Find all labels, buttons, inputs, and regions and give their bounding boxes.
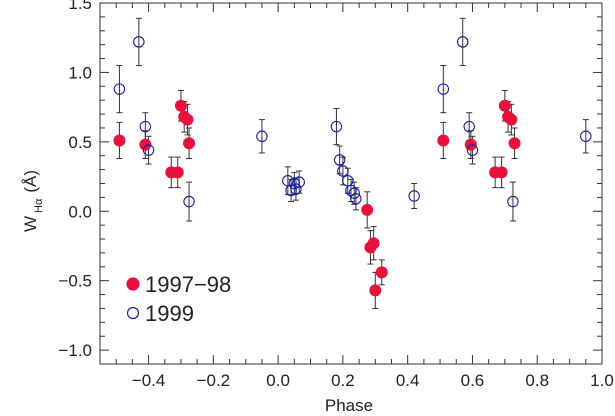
y-axis-title-subscript: Hα bbox=[33, 198, 45, 213]
data-point-1999 bbox=[133, 36, 145, 48]
legend-marker bbox=[126, 306, 140, 320]
data-point-1999 bbox=[408, 190, 420, 202]
data-point-1999 bbox=[256, 130, 268, 143]
svg-text:WHα(Å): W Hα (Å) bbox=[21, 170, 45, 232]
data-point-1999 bbox=[456, 36, 469, 48]
legend-label: 1997−98 bbox=[145, 272, 231, 297]
legend: 1997−98 1999 bbox=[126, 272, 231, 326]
y-tick-label: 0.5 bbox=[68, 133, 92, 152]
data-point-1999 bbox=[437, 83, 450, 95]
data-point-1997-98 bbox=[375, 266, 388, 279]
data-point-1997-98 bbox=[495, 166, 508, 179]
markers bbox=[113, 36, 592, 297]
data-point-1997-98 bbox=[174, 99, 187, 112]
error-bars bbox=[116, 17, 589, 309]
data-point-1997-98 bbox=[508, 137, 521, 150]
data-point-1999 bbox=[113, 83, 126, 95]
data-point-1997-98 bbox=[183, 137, 196, 150]
data-point-1997-98 bbox=[139, 138, 152, 151]
data-point-1997-98 bbox=[361, 203, 374, 216]
data-point-1997-98 bbox=[367, 237, 380, 250]
data-point-1999 bbox=[350, 193, 362, 205]
x-tick-label: 0.6 bbox=[461, 371, 485, 390]
data-point-1999 bbox=[290, 183, 302, 195]
data-point-1999 bbox=[288, 177, 301, 190]
y-tick-label: −0.5 bbox=[58, 272, 92, 291]
data-point-1999 bbox=[348, 187, 360, 199]
data-point-1997-98 bbox=[498, 99, 511, 112]
x-tick-label: 0.8 bbox=[525, 371, 549, 390]
x-tick-label: −0.2 bbox=[197, 371, 231, 390]
y-tick-label: 0.0 bbox=[68, 202, 92, 221]
data-point-1997-98 bbox=[505, 113, 518, 126]
x-tick-label: −0.4 bbox=[132, 371, 166, 390]
data-point-1997-98 bbox=[369, 284, 382, 297]
y-axis-title-main: W bbox=[21, 216, 40, 232]
y-tick-label: −1.0 bbox=[58, 341, 92, 360]
data-point-1999 bbox=[345, 184, 357, 197]
x-tick-label: 1.0 bbox=[590, 371, 614, 390]
data-point-1999 bbox=[142, 144, 155, 156]
data-point-1997-98 bbox=[113, 134, 126, 147]
data-point-1997-98 bbox=[171, 166, 184, 179]
data-point-1999 bbox=[466, 144, 479, 156]
data-point-1999 bbox=[293, 176, 305, 188]
data-point-1999 bbox=[580, 130, 592, 143]
data-point-1999 bbox=[183, 195, 195, 208]
x-tick-label: 0.2 bbox=[331, 371, 355, 390]
data-point-1999 bbox=[333, 154, 346, 166]
data-point-1997-98 bbox=[437, 134, 450, 147]
legend-label: 1999 bbox=[145, 301, 194, 326]
x-axis-title: Phase bbox=[325, 396, 373, 415]
legend-marker bbox=[126, 277, 140, 291]
data-point-1999 bbox=[463, 120, 475, 133]
data-point-1999 bbox=[330, 120, 343, 133]
x-tick-label: 0.4 bbox=[396, 371, 420, 390]
y-axis-title-unit: (Å) bbox=[21, 170, 40, 193]
data-point-1999 bbox=[507, 195, 519, 208]
axes: −0.4 −0.2 0.0 0.2 0.4 0.6 0.8 1.0 −1.0 −0.5 0.0 0.5… bbox=[58, 0, 613, 390]
data-point-1997-98 bbox=[181, 113, 194, 126]
y-tick-label: 1.5 bbox=[68, 0, 92, 13]
y-axis-title: W Hα (Å) bbox=[21, 170, 45, 232]
data-point-1999 bbox=[337, 165, 349, 177]
x-tick-label: 0.0 bbox=[266, 371, 290, 390]
y-tick-label: 1.0 bbox=[68, 63, 92, 82]
data-point-1999 bbox=[285, 184, 297, 197]
data-point-1999 bbox=[139, 120, 152, 133]
